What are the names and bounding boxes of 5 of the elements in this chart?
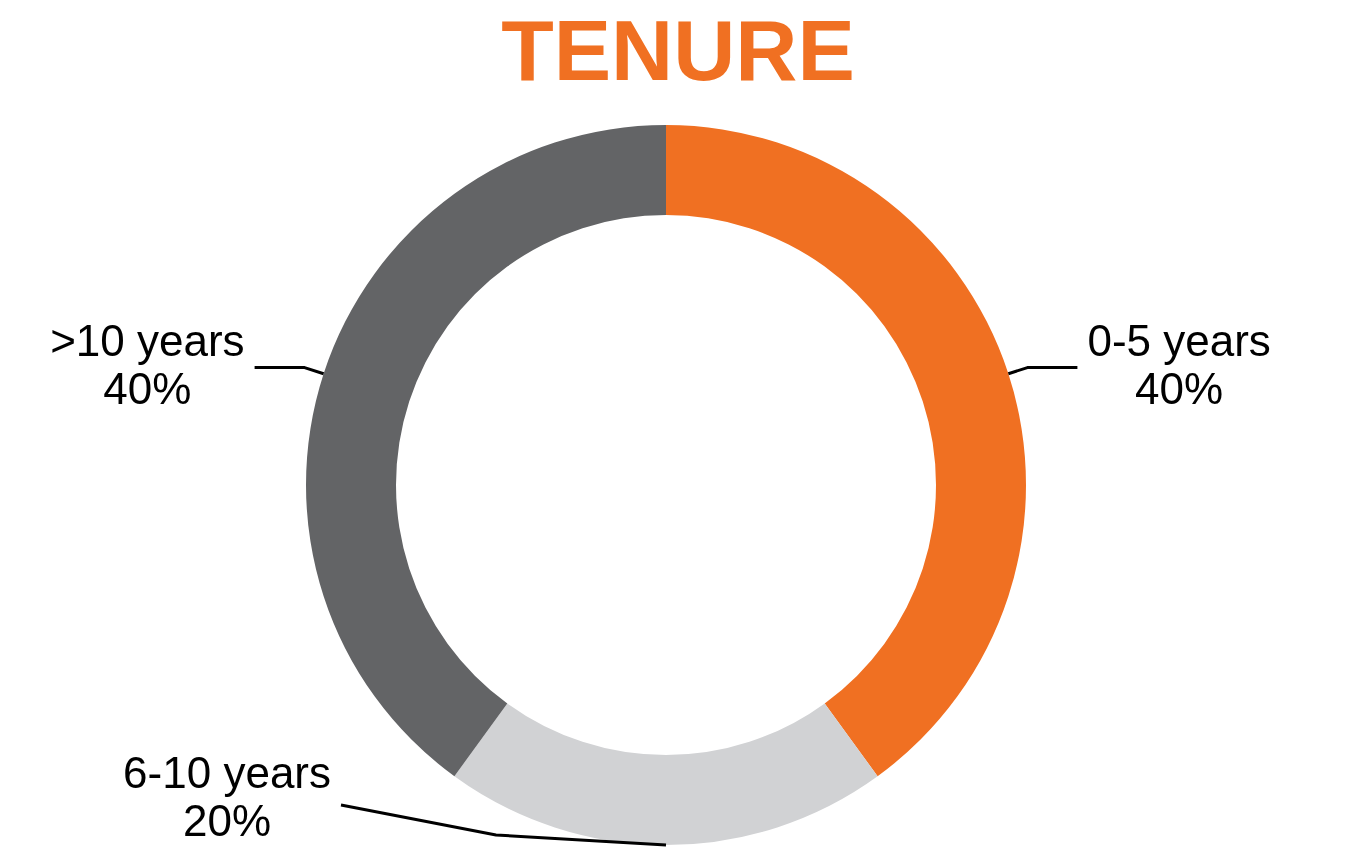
slice-label: 0-5 years [1087,315,1271,365]
data-label: 20% [183,796,272,846]
slice-label: 6-10 years [123,748,331,798]
chart-title: TENURE [500,1,856,100]
slice-label: >10 years [50,315,245,365]
